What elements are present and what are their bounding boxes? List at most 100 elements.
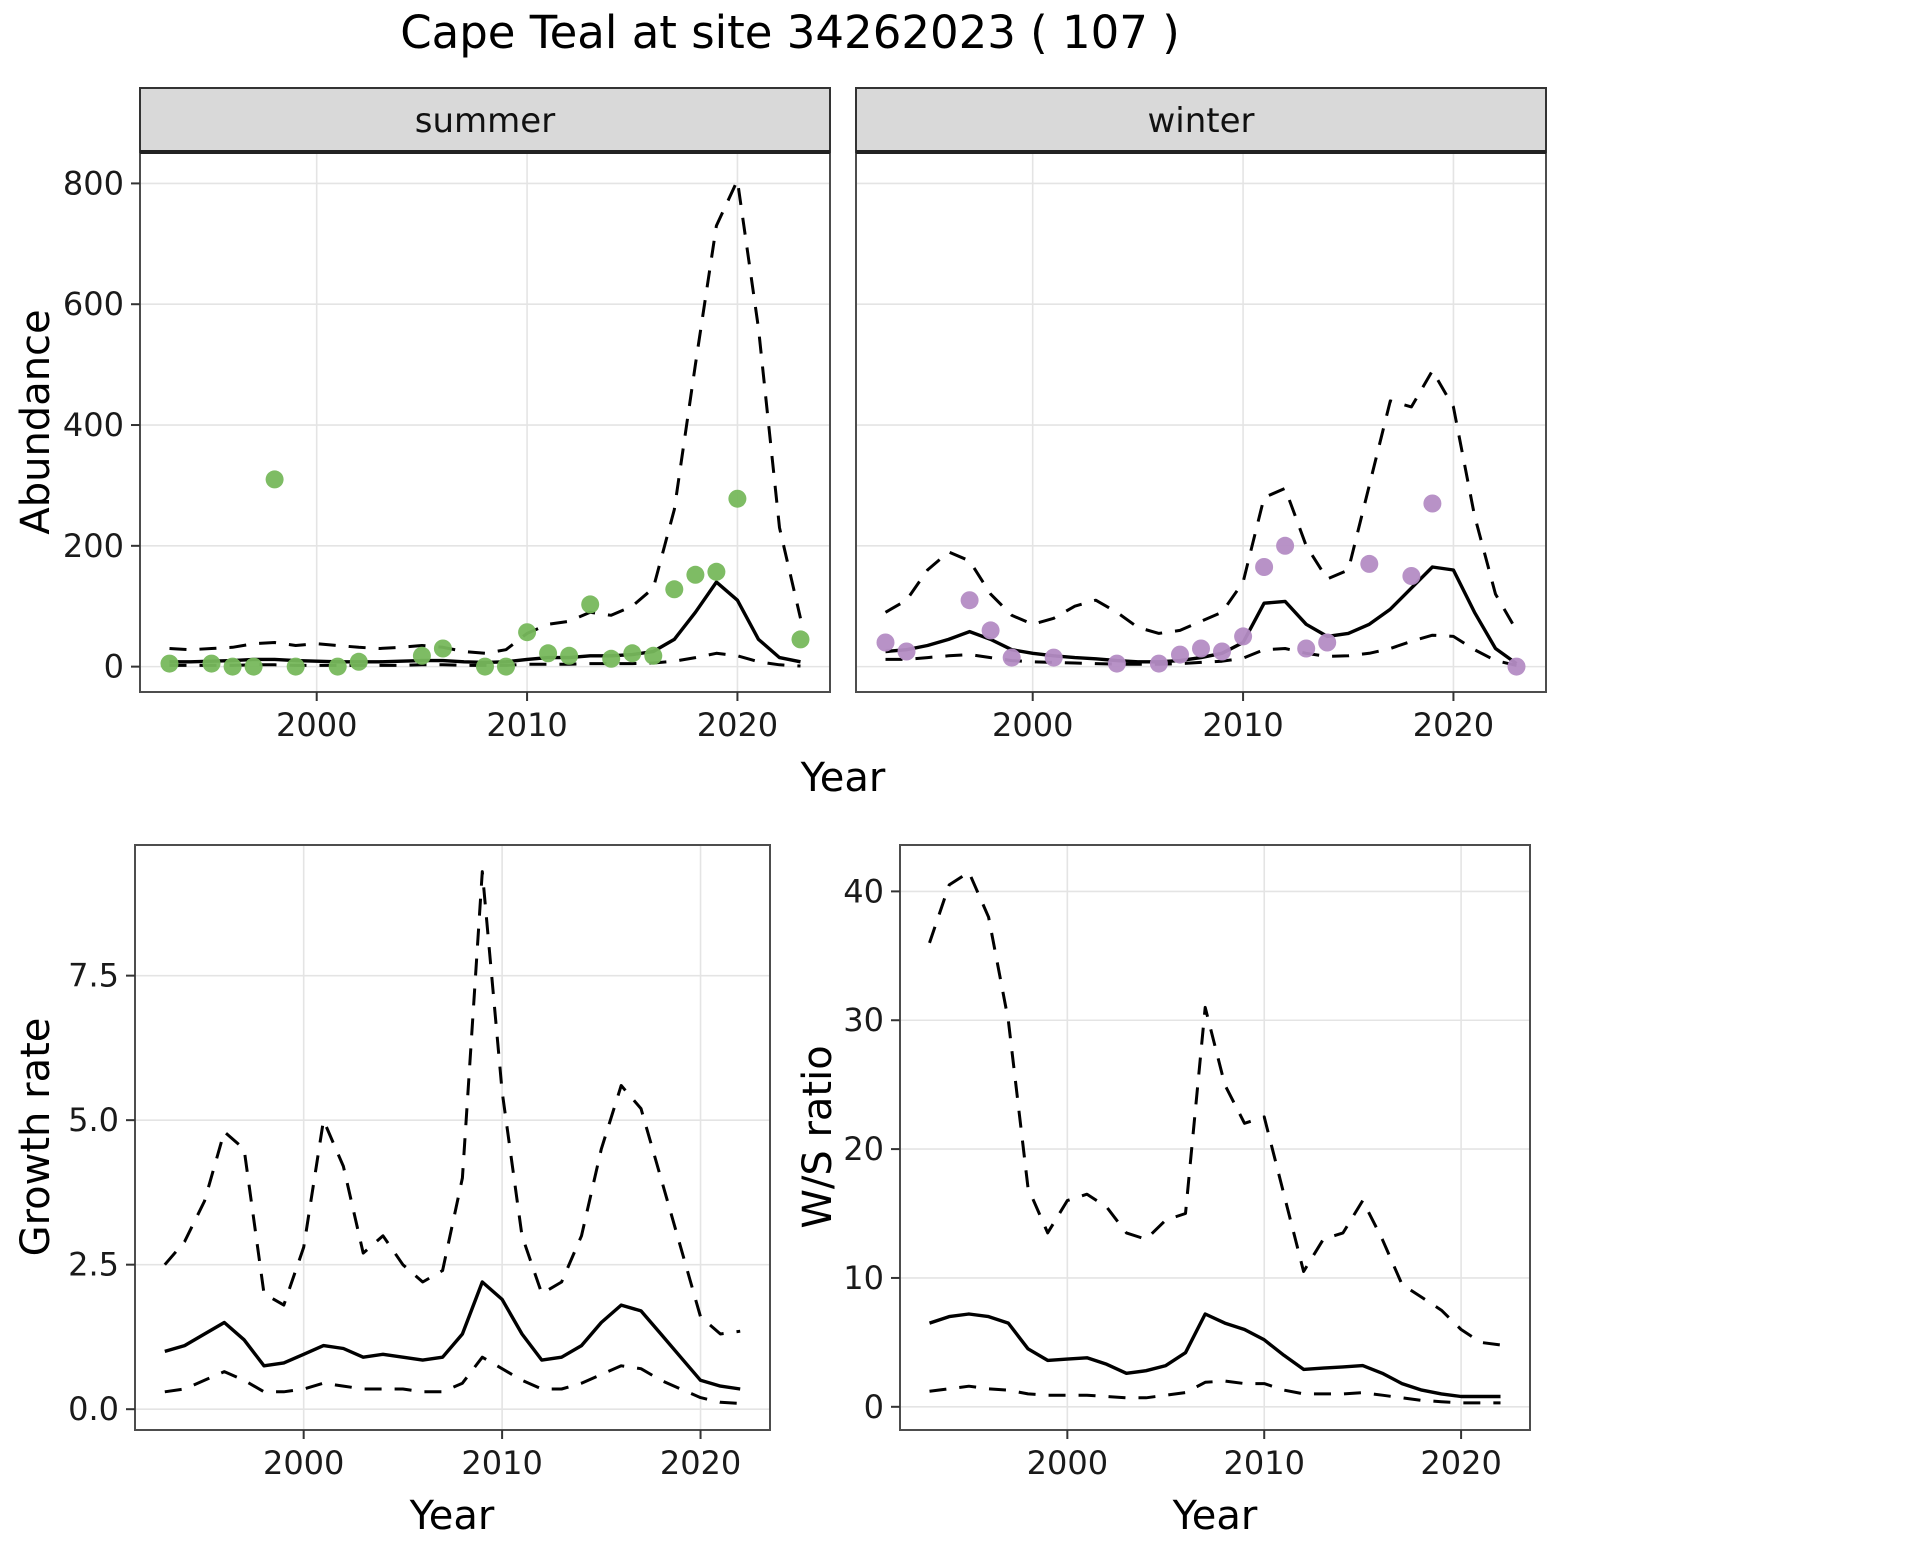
data-point — [539, 644, 558, 663]
data-point — [1423, 494, 1442, 513]
x-tick-label: 2010 — [1224, 1444, 1305, 1482]
data-point — [665, 580, 684, 599]
data-point — [349, 652, 368, 671]
data-point — [602, 649, 621, 668]
data-point — [412, 646, 431, 665]
y-tick-label: 400 — [63, 406, 124, 444]
data-point — [1297, 639, 1316, 658]
panel-background — [135, 845, 770, 1430]
panel-abundance-summer: 2000 2010 2020 0 200 400 600 800 summer — [63, 87, 831, 744]
facet-strip — [855, 87, 1547, 153]
panel-border — [899, 844, 1531, 1431]
x-tick-label: 2000 — [1027, 1444, 1108, 1482]
data-point — [686, 565, 705, 584]
data-point — [623, 644, 642, 663]
y-tick-label: 800 — [63, 164, 124, 202]
series-upper-ci — [169, 178, 802, 655]
data-point — [1507, 657, 1526, 676]
data-point — [707, 562, 726, 581]
series-model-fit — [928, 1312, 1501, 1399]
panel-background — [140, 152, 830, 692]
x-tick-label: 2020 — [660, 1444, 741, 1482]
y-tick-label: 10 — [843, 1259, 884, 1297]
data-point — [1234, 627, 1253, 646]
data-point — [1192, 639, 1210, 658]
data-point — [960, 591, 979, 610]
data-point — [160, 654, 179, 673]
panel-border — [134, 844, 771, 1431]
y-tick-label: 40 — [843, 872, 884, 910]
data-point — [518, 623, 537, 642]
panel-growth-rate: 2000 2010 2020 0.0 2.5 5.0 7.5 — [68, 844, 771, 1482]
data-point — [728, 489, 747, 508]
data-point — [1149, 654, 1168, 673]
x-tick-label: 2020 — [697, 706, 778, 744]
data-point — [1276, 536, 1295, 555]
data-point — [581, 595, 600, 614]
xlabel-year-growth: Year — [409, 1493, 495, 1539]
data-point — [644, 646, 663, 665]
series-lower-ci — [885, 633, 1517, 667]
data-point — [1318, 633, 1337, 652]
data-point — [286, 657, 305, 676]
facet-strip — [139, 87, 831, 153]
x-tick-label: 2000 — [263, 1444, 344, 1482]
panel-background — [900, 845, 1530, 1430]
series-lower-ci — [929, 1379, 1501, 1405]
data-point — [497, 657, 515, 676]
data-point — [433, 639, 452, 658]
x-tick-label: 2010 — [486, 706, 567, 744]
panel-background — [856, 152, 1546, 692]
x-tick-label: 2000 — [992, 706, 1073, 744]
series-lower-ci — [164, 1355, 741, 1405]
data-point — [1360, 554, 1379, 573]
data-point — [1171, 645, 1189, 664]
data-point — [223, 657, 242, 676]
x-tick-label: 2020 — [1413, 706, 1494, 744]
y-tick-label: 0.0 — [68, 1390, 119, 1428]
ylabel-abundance: Abundance — [13, 309, 59, 535]
x-tick-label: 2010 — [461, 1444, 542, 1482]
data-point — [1044, 648, 1063, 667]
ylabel-ws-ratio: W/S ratio — [795, 1045, 841, 1229]
y-tick-label: 600 — [63, 285, 124, 323]
data-point — [1002, 648, 1021, 667]
ylabel-growth-rate: Growth rate — [13, 1017, 59, 1257]
data-point — [476, 657, 494, 676]
facet-label: winter — [1147, 101, 1254, 141]
y-tick-label: 30 — [843, 1001, 884, 1039]
y-tick-label: 0 — [864, 1388, 884, 1426]
x-tick-label: 2010 — [1202, 706, 1283, 744]
y-tick-label: 0 — [104, 648, 124, 686]
xlabel-year-top: Year — [800, 755, 886, 801]
data-point — [328, 657, 347, 676]
y-tick-label: 2.5 — [68, 1246, 119, 1284]
data-point — [981, 621, 1000, 640]
x-tick-label: 2020 — [1420, 1444, 1501, 1482]
data-point — [897, 642, 916, 661]
data-point — [202, 654, 221, 673]
y-tick-label: 5.0 — [68, 1101, 119, 1139]
data-point — [1402, 567, 1421, 585]
chart-title: Cape Teal at site 34262023 ( 107 ) — [400, 6, 1180, 59]
x-tick-label: 2000 — [276, 706, 357, 744]
data-point — [244, 657, 263, 676]
facet-label: summer — [415, 101, 555, 141]
data-point — [1107, 654, 1126, 673]
data-point — [1255, 558, 1274, 576]
data-point — [560, 646, 579, 665]
series-model-fit — [164, 1280, 741, 1391]
data-point — [1213, 642, 1231, 661]
data-point — [791, 630, 810, 649]
panel-abundance-winter: 2000 2010 2020 winter — [855, 87, 1547, 744]
panel-ws-ratio: 2000 2010 2020 0 10 20 30 40 — [843, 844, 1531, 1482]
y-tick-label: 200 — [63, 527, 124, 565]
data-point — [265, 470, 284, 489]
xlabel-year-ws: Year — [1172, 1493, 1258, 1539]
y-tick-label: 7.5 — [68, 957, 119, 995]
y-tick-label: 20 — [843, 1130, 884, 1168]
data-point — [876, 633, 895, 652]
series-upper-ci — [884, 369, 1518, 635]
